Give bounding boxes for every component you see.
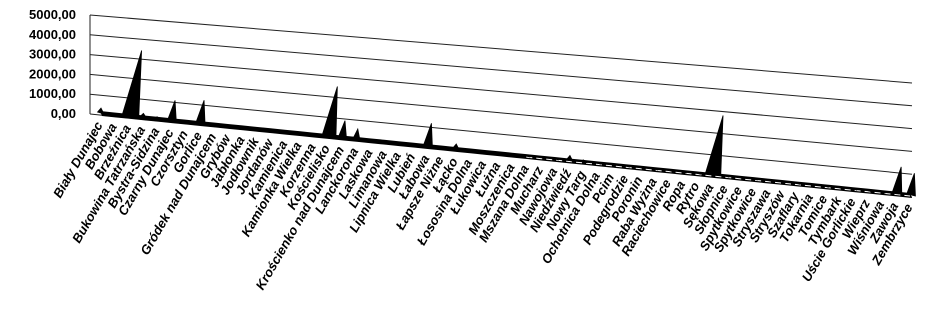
gridline-1 xyxy=(89,93,913,175)
data-peak-21 xyxy=(395,141,403,145)
data-peak-39 xyxy=(651,167,659,171)
gridline-2 xyxy=(89,73,913,152)
y-tick-label: 0,00 xyxy=(51,106,76,121)
data-peak-27 xyxy=(481,150,488,154)
data-peak-37 xyxy=(623,164,630,168)
data-peak-35 xyxy=(594,161,602,165)
data-peak-33 xyxy=(565,154,574,163)
data-peak-6 xyxy=(182,120,190,124)
data-peak-42 xyxy=(694,172,701,175)
data-peak-17 xyxy=(338,120,347,139)
data-peak-13 xyxy=(282,130,289,134)
y-tick-label: 1000,00 xyxy=(29,86,76,101)
series-baseline xyxy=(100,111,912,198)
data-peak-40 xyxy=(665,169,673,172)
data-peak-28 xyxy=(495,151,503,155)
y-tick-label: 2000,00 xyxy=(29,66,76,81)
data-peak-15 xyxy=(310,133,318,136)
data-peak-32 xyxy=(552,157,559,161)
data-peak-5 xyxy=(167,100,177,122)
data-peak-8 xyxy=(211,122,218,126)
data-peak-48 xyxy=(779,180,787,184)
data-peak-34 xyxy=(579,159,588,164)
data-peak-14 xyxy=(296,131,304,135)
data-peak-26 xyxy=(466,149,474,152)
data-peak-49 xyxy=(793,182,801,185)
data-peak-2 xyxy=(121,50,143,118)
data-peak-43 xyxy=(704,115,724,177)
data-peak-53 xyxy=(850,187,858,191)
data-peak-51 xyxy=(822,184,829,188)
data-peak-3 xyxy=(139,112,148,120)
data-peak-44 xyxy=(722,174,730,178)
data-peak-22 xyxy=(410,143,417,147)
data-peak-31 xyxy=(538,156,545,159)
data-peak-56 xyxy=(891,166,903,196)
data-peak-57 xyxy=(906,173,916,197)
data-peak-18 xyxy=(352,127,361,141)
y-axis: 0,00 1000,00 2000,00 3000,00 4000,00 5000,00 xyxy=(29,7,76,121)
data-peak-10 xyxy=(239,125,247,129)
series-baseline-band xyxy=(100,111,912,198)
y-tick-label: 4000,00 xyxy=(29,27,76,42)
data-peak-24 xyxy=(438,146,446,149)
data-peak-29 xyxy=(509,153,517,157)
data-peak-7 xyxy=(195,100,206,125)
data-peak-45 xyxy=(736,176,744,180)
y-tick-label: 3000,00 xyxy=(29,47,76,62)
data-peak-16 xyxy=(321,86,338,138)
data-peak-55 xyxy=(879,190,886,194)
y-tick-label: 5000,00 xyxy=(29,7,76,22)
data-peak-9 xyxy=(225,124,233,128)
data-peak-11 xyxy=(253,127,261,131)
gridline-3 xyxy=(89,54,913,130)
data-peak-38 xyxy=(637,166,645,170)
series-peaks xyxy=(96,50,916,197)
data-peak-41 xyxy=(680,170,687,174)
data-peak-20 xyxy=(381,140,389,144)
data-peak-25 xyxy=(452,143,461,151)
baseline-highlight xyxy=(526,156,911,197)
data-peak-52 xyxy=(836,186,844,190)
gridline-5 xyxy=(89,14,913,84)
gridline-4 xyxy=(89,34,913,107)
data-peak-19 xyxy=(367,138,375,142)
data-peak-4 xyxy=(153,116,162,121)
data-peak-54 xyxy=(864,189,872,193)
data-peak-23 xyxy=(422,123,433,148)
data-peak-0 xyxy=(96,107,105,115)
data-peak-12 xyxy=(268,128,275,132)
data-peak-46 xyxy=(751,177,758,181)
data-peak-1 xyxy=(111,113,119,116)
data-peak-50 xyxy=(808,183,815,187)
data-peak-47 xyxy=(765,179,773,182)
data-peak-30 xyxy=(523,154,531,158)
data-peak-36 xyxy=(609,163,616,167)
